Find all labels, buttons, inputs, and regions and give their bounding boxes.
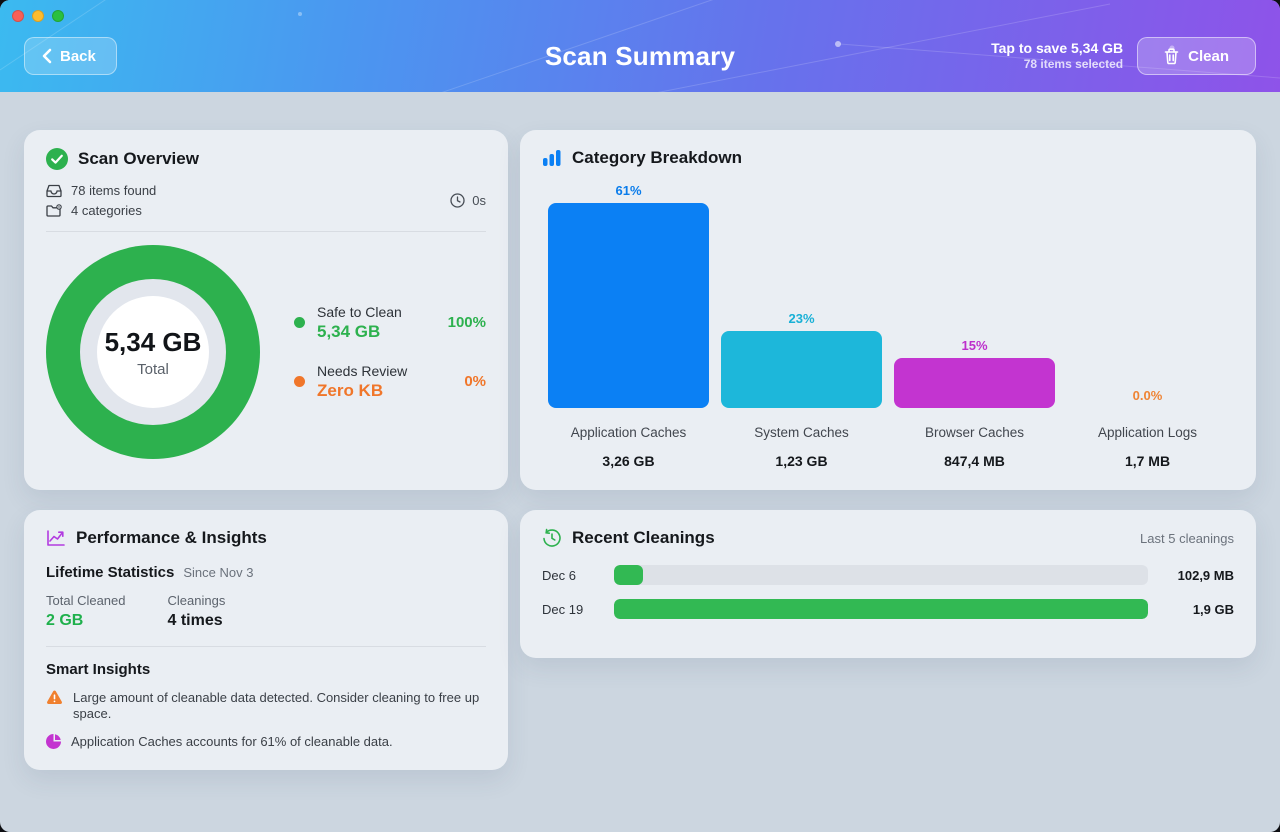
stat-cleanings: Cleanings 4 times [167, 593, 226, 629]
clean-button-label: Clean [1188, 47, 1229, 65]
legend-dot-safe [294, 317, 305, 328]
total-donut-chart: 5,34 GB Total [46, 245, 260, 459]
legend-item-safe: Safe to Clean 5,34 GB 100% [294, 303, 486, 342]
cleaning-row: Dec 19 1,9 GB [542, 599, 1234, 619]
trend-line-icon [47, 530, 65, 546]
bar-browser-caches [894, 358, 1055, 408]
cleaning-progress-track [614, 565, 1148, 585]
back-button[interactable]: Back [24, 37, 117, 75]
bar-column-browser-caches: 15% Browser Caches 847,4 MB [888, 176, 1061, 469]
history-icon [543, 528, 561, 547]
cleaning-progress-fill [614, 599, 1148, 619]
stat-total-cleaned: Total Cleaned 2 GB [46, 593, 126, 629]
donut-total-label: Total [137, 360, 169, 378]
donut-total-value: 5,34 GB [104, 326, 202, 357]
legend-item-review: Needs Review Zero KB 0% [294, 362, 486, 401]
clock-icon [450, 193, 465, 208]
save-hint: Tap to save 5,34 GB [991, 40, 1124, 56]
legend-dot-review [294, 376, 305, 387]
performance-title: Performance & Insights [76, 528, 267, 547]
folder-gear-icon [46, 203, 62, 217]
divider [46, 231, 486, 232]
bar-system-caches [721, 331, 882, 408]
donut-center: 5,34 GB Total [97, 296, 209, 408]
legend-pct-review: 0% [464, 373, 486, 390]
divider [46, 646, 486, 647]
cleaning-progress-fill [614, 565, 644, 585]
category-bar-chart: 61% Application Caches 3,26 GB 23% Syste… [542, 176, 1234, 469]
cleaning-row: Dec 6 102,9 MB [542, 565, 1234, 585]
save-summary: Tap to save 5,34 GB 78 items selected [991, 40, 1123, 72]
zoom-window-button[interactable] [52, 10, 64, 22]
scan-overview-title: Scan Overview [78, 149, 199, 168]
insight-item: Application Caches accounts for 61% of c… [46, 734, 486, 750]
category-breakdown-card: Category Breakdown 61% Application Cache… [520, 130, 1256, 490]
recent-cleanings-title: Recent Cleanings [572, 528, 715, 547]
lifetime-statistics-title: Lifetime Statistics [46, 564, 175, 581]
warning-icon [47, 690, 62, 704]
minimize-window-button[interactable] [32, 10, 44, 22]
insight-item: Large amount of cleanable data detected.… [46, 690, 486, 722]
bar-column-application-logs: 0.0% Application Logs 1,7 MB [1097, 388, 1198, 469]
check-circle-icon [46, 148, 68, 170]
traffic-lights [12, 10, 64, 22]
scan-overview-card: Scan Overview 78 items found 4 categorie… [24, 130, 508, 490]
close-window-button[interactable] [12, 10, 24, 22]
recent-cleanings-subtitle: Last 5 cleanings [1140, 530, 1234, 546]
lifetime-since: Since Nov 3 [183, 565, 254, 580]
items-found: 78 items found [46, 183, 156, 198]
header: Scan Summary Back Tap to save 5,34 GB 78… [0, 0, 1280, 92]
back-button-label: Back [60, 47, 96, 65]
bar-column-application-caches: 61% Application Caches 3,26 GB [542, 176, 715, 469]
category-breakdown-title: Category Breakdown [572, 148, 743, 167]
items-selected: 78 items selected [1023, 57, 1124, 71]
donut-legend: Safe to Clean 5,34 GB 100% Needs Review … [260, 303, 486, 401]
pie-icon [46, 734, 61, 749]
trash-icon [1164, 47, 1179, 64]
tray-icon [46, 184, 62, 197]
bar-chart-icon [543, 150, 561, 166]
legend-pct-safe: 100% [447, 314, 486, 331]
cleaning-progress-track [614, 599, 1148, 619]
performance-insights-card: Performance & Insights Lifetime Statisti… [24, 510, 508, 770]
recent-cleanings-card: Recent Cleanings Last 5 cleanings Dec 6 … [520, 510, 1256, 658]
clean-button[interactable]: Clean [1137, 37, 1256, 75]
cleanings-list: Dec 6 102,9 MB Dec 19 1,9 GB [542, 565, 1234, 619]
categories-count: 4 categories [46, 203, 156, 218]
smart-insights-title: Smart Insights [46, 661, 151, 678]
bar-application-caches [548, 203, 709, 408]
scan-duration: 0s [450, 193, 486, 208]
chevron-left-icon [42, 48, 52, 64]
bar-column-system-caches: 23% System Caches 1,23 GB [715, 176, 888, 469]
